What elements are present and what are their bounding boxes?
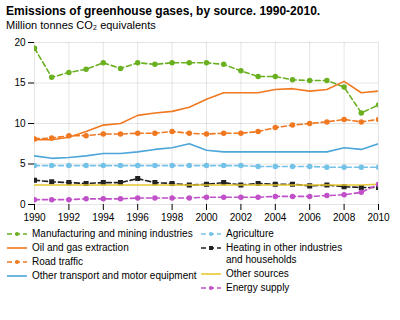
svg-text:2000: 2000 (195, 212, 218, 223)
html-text:Oil and gas extraction: Oil and gas extraction (32, 242, 129, 253)
html-text:Heating in other industries an: Heating in other industries and househol… (226, 242, 343, 265)
svg-text:2004: 2004 (264, 212, 287, 223)
svg-text:0: 0 (20, 199, 26, 210)
html-text:Other sources: Other sources (226, 268, 289, 279)
svg-text:10: 10 (14, 118, 26, 129)
svg-text:1998: 1998 (161, 212, 184, 223)
svg-text:2008: 2008 (333, 212, 356, 223)
svg-text:1990: 1990 (23, 212, 46, 223)
svg-text:2002: 2002 (230, 212, 253, 223)
html-text:Other transport and motor equi: Other transport and motor equipment (32, 270, 197, 281)
svg-text:20: 20 (14, 37, 26, 48)
svg-text:1992: 1992 (58, 212, 81, 223)
svg-text:5: 5 (20, 158, 26, 169)
svg-text:2006: 2006 (299, 212, 322, 223)
svg-text:1994: 1994 (92, 212, 115, 223)
svg-text:1996: 1996 (127, 212, 150, 223)
html-text:Million tonnes CO₂ equivalents: Million tonnes CO₂ equivalents (6, 19, 156, 31)
svg-text:2010: 2010 (367, 212, 390, 223)
html-text:Agriculture: Agriculture (226, 228, 274, 239)
html-text:Emissions of greenhouse gases,: Emissions of greenhouse gases, by source… (6, 4, 321, 18)
svg-text:15: 15 (14, 77, 26, 88)
html-text:Manufacturing and mining indus: Manufacturing and mining industries (32, 228, 193, 239)
html-text:Road traffic: Road traffic (32, 256, 83, 267)
html-text:Energy supply: Energy supply (226, 282, 290, 293)
